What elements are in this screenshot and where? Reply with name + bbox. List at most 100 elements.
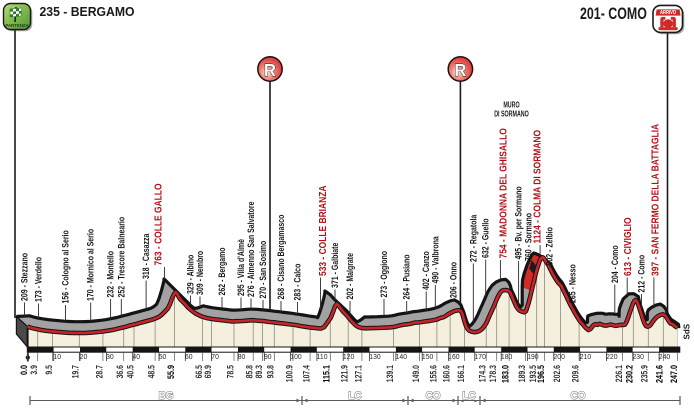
svg-text:SdS: SdS (683, 323, 692, 339)
svg-text:201- COMO: 201- COMO (580, 5, 647, 23)
svg-text:397 - SAN FERMO DELLA BATTAGLI: 397 - SAN FERMO DELLA BATTAGLIA (649, 124, 661, 276)
svg-text:160: 160 (448, 354, 459, 361)
svg-text:309 - Nembro: 309 - Nembro (195, 251, 205, 295)
svg-text:173 - Verdello: 173 - Verdello (34, 257, 44, 302)
svg-text:226.1: 226.1 (614, 365, 624, 383)
svg-text:276 - Almenno San Salvatore: 276 - Almenno San Salvatore (246, 201, 256, 297)
svg-text:CO: CO (571, 391, 586, 403)
svg-text:140: 140 (396, 354, 407, 361)
svg-text:206 - Onno: 206 - Onno (449, 262, 459, 298)
svg-text:202.6: 202.6 (552, 365, 562, 383)
svg-text:LC: LC (348, 391, 362, 403)
svg-text:371 - Galbiate: 371 - Galbiate (330, 242, 340, 288)
svg-text:28.7: 28.7 (94, 365, 104, 379)
svg-text:10: 10 (53, 354, 61, 361)
svg-text:85.8: 85.8 (245, 365, 255, 379)
svg-text:230: 230 (633, 354, 644, 361)
svg-text:204 - Como: 204 - Como (610, 245, 620, 283)
svg-text:220: 220 (606, 354, 617, 361)
svg-text:0.0: 0.0 (18, 365, 29, 375)
svg-text:210: 210 (580, 354, 591, 361)
svg-text:295 - Villa d'Almè: 295 - Villa d'Almè (236, 239, 246, 296)
svg-text:69.9: 69.9 (203, 365, 213, 379)
svg-text:100.9: 100.9 (284, 365, 294, 383)
svg-text:PARTENZA: PARTENZA (5, 23, 29, 28)
svg-text:LC: LC (462, 391, 476, 403)
svg-text:318 - Casazza: 318 - Casazza (141, 233, 151, 279)
svg-text:93.8: 93.8 (266, 365, 276, 379)
svg-text:DI SORMANO: DI SORMANO (494, 111, 529, 119)
svg-text:80: 80 (238, 354, 246, 361)
svg-text:495 - Bv. per Sormano: 495 - Bv. per Sormano (514, 186, 524, 259)
svg-text:202 - Malgrate: 202 - Malgrate (345, 253, 355, 300)
svg-text:115.1: 115.1 (321, 365, 332, 383)
svg-text:107.4: 107.4 (302, 365, 312, 383)
svg-text:802 - Zelbio: 802 - Zelbio (545, 227, 555, 265)
svg-text:170: 170 (475, 354, 486, 361)
svg-text:R: R (264, 59, 276, 80)
svg-text:212 - Como: 212 - Como (637, 255, 647, 293)
svg-text:763 - COLLE GALLO: 763 - COLLE GALLO (152, 183, 164, 265)
svg-text:272 - Regatola: 272 - Regatola (468, 214, 478, 262)
svg-text:100: 100 (290, 354, 301, 361)
svg-text:262 - Bergamo: 262 - Bergamo (217, 247, 227, 295)
svg-text:BG: BG (159, 391, 174, 403)
svg-text:78.5: 78.5 (225, 365, 235, 379)
svg-text:178.3: 178.3 (488, 365, 498, 383)
svg-text:241.6: 241.6 (654, 365, 665, 383)
svg-text:150: 150 (422, 354, 433, 361)
svg-text:120: 120 (343, 354, 354, 361)
svg-text:252 - Trescore Balneario: 252 - Trescore Balneario (116, 217, 126, 298)
svg-text:ARRIVO: ARRIVO (660, 10, 676, 15)
svg-text:156 - Cologno al Serio: 156 - Cologno al Serio (61, 230, 71, 303)
svg-text:235 - BERGAMO: 235 - BERGAMO (40, 4, 135, 18)
svg-text:283 - Calco: 283 - Calco (293, 264, 303, 301)
svg-text:170 - Mornico al Serio: 170 - Mornico al Serio (86, 229, 96, 301)
svg-text:36.6: 36.6 (115, 365, 125, 379)
svg-text:50: 50 (159, 354, 167, 361)
svg-text:160.6: 160.6 (442, 365, 452, 383)
svg-text:196.5: 196.5 (535, 365, 546, 383)
svg-text:19.7: 19.7 (71, 365, 81, 379)
svg-text:130: 130 (369, 354, 380, 361)
svg-text:66.5: 66.5 (194, 365, 204, 379)
svg-text:193.5: 193.5 (528, 365, 538, 383)
svg-text:200: 200 (554, 354, 565, 361)
svg-text:230.2: 230.2 (624, 365, 635, 383)
svg-text:402 - Canzo: 402 - Canzo (421, 251, 431, 290)
svg-text:55.9: 55.9 (165, 365, 176, 379)
svg-text:CO: CO (426, 391, 441, 403)
svg-text:1124 - COLMA DI SORMANO: 1124 - COLMA DI SORMANO (531, 130, 543, 244)
svg-text:235.9: 235.9 (640, 365, 650, 383)
svg-text:60: 60 (185, 354, 193, 361)
svg-text:40: 40 (132, 354, 140, 361)
svg-text:174.3: 174.3 (478, 365, 488, 383)
svg-text:209.6: 209.6 (571, 365, 581, 383)
svg-text:149.0: 149.0 (411, 365, 421, 383)
svg-text:R: R (454, 59, 466, 80)
svg-text:270 - San Sosimo: 270 - San Sosimo (258, 241, 268, 299)
svg-text:754 - MADONNA DEL GHISALLO: 754 - MADONNA DEL GHISALLO (497, 128, 509, 258)
svg-text:240: 240 (659, 354, 670, 361)
svg-text:264 - Pusiano: 264 - Pusiano (402, 255, 412, 300)
svg-text:268 - Cisano Bergamasco: 268 - Cisano Bergamasco (276, 215, 286, 300)
svg-text:190: 190 (527, 354, 538, 361)
svg-text:329 - Albino: 329 - Albino (186, 255, 196, 294)
svg-text:40.5: 40.5 (125, 365, 135, 379)
svg-text:20: 20 (80, 354, 88, 361)
svg-text:232 - Montello: 232 - Montello (106, 251, 116, 298)
svg-text:3.9: 3.9 (29, 365, 39, 375)
svg-text:183.0: 183.0 (499, 365, 510, 383)
svg-text:533 - COLLE BRIANZA: 533 - COLLE BRIANZA (316, 185, 328, 276)
svg-text:265 - Nesso: 265 - Nesso (568, 264, 578, 303)
svg-text:155.6: 155.6 (428, 365, 438, 383)
svg-text:48.5: 48.5 (147, 365, 157, 379)
svg-text:247.0: 247.0 (668, 365, 679, 383)
svg-text:613 - CIVIGLIO: 613 - CIVIGLIO (621, 217, 633, 276)
svg-text:209 - Stezzano: 209 - Stezzano (20, 253, 30, 301)
svg-text:273 - Oggiono: 273 - Oggiono (379, 251, 389, 297)
svg-text:89.3: 89.3 (254, 365, 264, 379)
svg-text:90: 90 (264, 354, 272, 361)
svg-text:110: 110 (317, 354, 328, 361)
svg-text:127.1: 127.1 (353, 365, 363, 383)
